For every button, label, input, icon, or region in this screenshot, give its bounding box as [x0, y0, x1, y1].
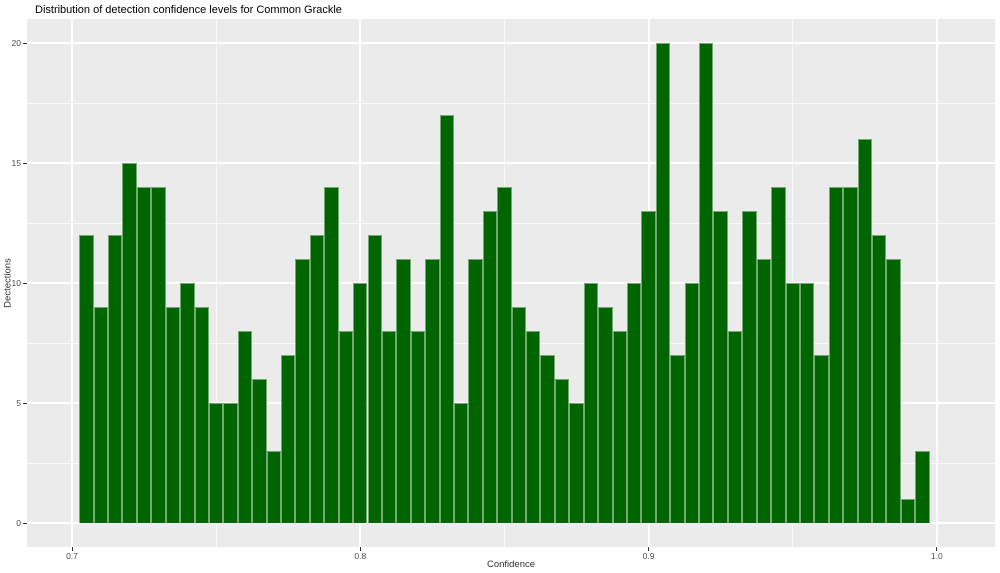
histogram-bar: [771, 187, 786, 523]
histogram-bar: [857, 139, 873, 523]
histogram-bar: [453, 403, 469, 523]
histogram-bar: [338, 331, 354, 523]
y-tick-label: 5: [16, 398, 21, 408]
histogram-bar: [180, 283, 195, 523]
histogram-bar: [843, 187, 858, 523]
histogram-bar: [612, 331, 627, 523]
major-gridline-horizontal: [27, 162, 995, 164]
histogram-bar: [727, 331, 743, 523]
x-tick-mark: [359, 547, 361, 551]
histogram-bar: [468, 259, 483, 523]
x-axis-title: Confidence: [486, 559, 536, 570]
histogram-bar: [655, 43, 671, 523]
histogram-bar: [598, 307, 613, 523]
histogram-bar: [670, 355, 685, 523]
y-tick-mark: [23, 162, 27, 164]
histogram-bar: [756, 259, 772, 523]
major-gridline-horizontal: [27, 522, 995, 524]
histogram-bar: [814, 355, 829, 523]
chart-title: Distribution of detection confidence lev…: [35, 4, 342, 16]
histogram-bar: [108, 235, 123, 523]
histogram-bar: [79, 235, 94, 523]
histogram-bar: [583, 283, 599, 523]
histogram-bar: [497, 187, 512, 523]
histogram-bar: [742, 211, 757, 523]
histogram-bar: [439, 115, 454, 523]
histogram-bar: [381, 331, 397, 523]
histogram-bar: [252, 379, 267, 523]
y-tick-mark: [23, 42, 27, 44]
x-tick-mark: [648, 547, 650, 551]
y-tick-mark: [23, 522, 27, 524]
x-tick-mark: [71, 547, 73, 551]
histogram-bar: [396, 259, 411, 523]
histogram-bar: [281, 355, 296, 523]
histogram-bar: [554, 379, 570, 523]
histogram-bar: [540, 355, 555, 523]
histogram-bar: [915, 451, 930, 523]
histogram-bar: [208, 403, 224, 523]
histogram-bar: [626, 283, 642, 523]
histogram-bar: [641, 211, 656, 523]
histogram-bar: [223, 403, 238, 523]
histogram-bar: [410, 331, 426, 523]
histogram-bar: [136, 187, 152, 523]
y-tick-label: 15: [11, 158, 21, 168]
histogram-bar: [799, 283, 815, 523]
histogram-bar: [295, 259, 310, 523]
histogram-bar: [266, 451, 281, 523]
histogram-bar: [309, 235, 325, 523]
x-tick-label: 1.0: [930, 551, 943, 561]
plot-panel: [27, 19, 995, 547]
y-tick-label: 10: [11, 278, 21, 288]
histogram-bar: [828, 187, 844, 523]
histogram-bar: [511, 307, 527, 523]
histogram-bar: [684, 283, 700, 523]
histogram-bar: [151, 187, 166, 523]
histogram-bar: [482, 211, 498, 523]
y-axis-title: Dectections: [2, 258, 14, 308]
x-tick-mark: [936, 547, 938, 551]
histogram-bar: [526, 331, 541, 523]
histogram-bar: [872, 235, 887, 523]
histogram-bar: [699, 43, 714, 523]
histogram-bar: [785, 283, 800, 523]
histogram-bar: [353, 283, 368, 523]
histogram-bar: [93, 307, 109, 523]
y-tick-label: 0: [16, 518, 21, 528]
histogram-bar: [900, 499, 916, 523]
x-tick-label: 0.8: [354, 551, 367, 561]
x-tick-label: 0.9: [642, 551, 655, 561]
histogram-bar: [237, 331, 253, 523]
histogram-bar: [122, 163, 137, 523]
histogram-bar: [569, 403, 584, 523]
histogram-bar: [713, 211, 728, 523]
histogram-bar: [165, 307, 181, 523]
major-gridline-vertical: [71, 19, 73, 547]
y-tick-mark: [23, 282, 27, 284]
histogram-bar: [194, 307, 209, 523]
histogram-bar: [367, 235, 382, 523]
histogram-bar: [425, 259, 440, 523]
major-gridline-horizontal: [27, 42, 995, 44]
major-gridline-vertical: [935, 19, 938, 547]
y-tick-label: 20: [11, 38, 21, 48]
x-tick-label: 0.7: [66, 551, 78, 561]
histogram-bar: [886, 259, 901, 523]
minor-gridline-horizontal: [27, 102, 995, 104]
y-tick-mark: [23, 402, 27, 404]
histogram-bar: [324, 187, 339, 523]
